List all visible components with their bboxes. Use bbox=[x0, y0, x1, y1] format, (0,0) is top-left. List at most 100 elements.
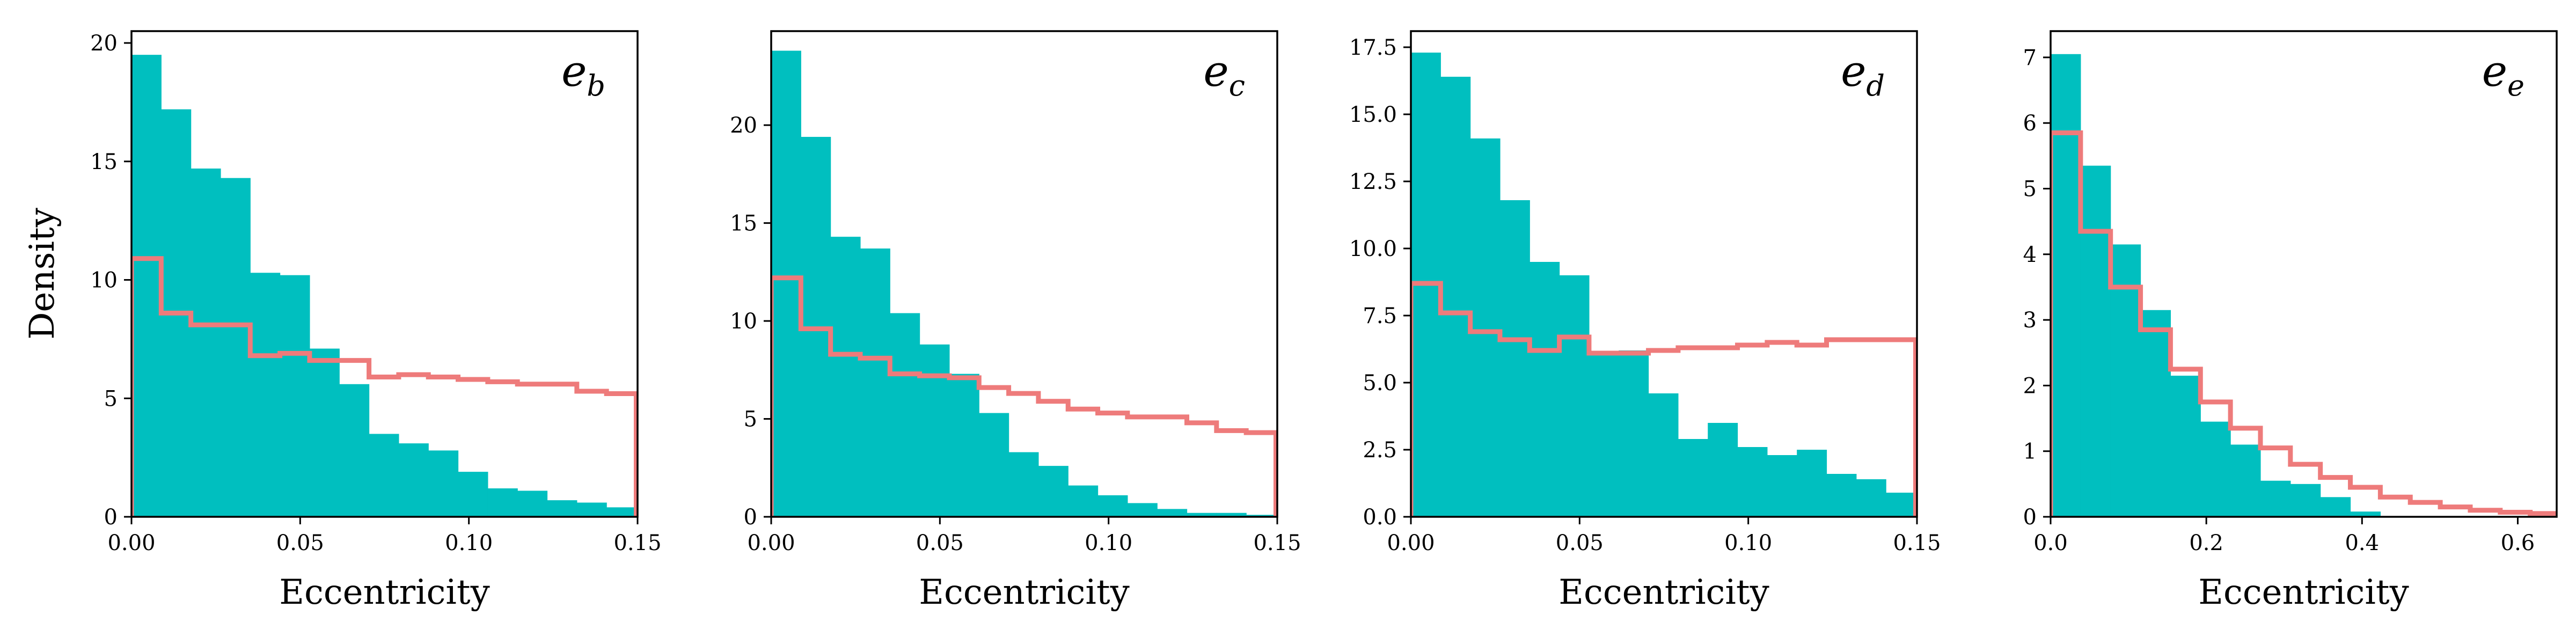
x-tick-label: 0.00 bbox=[1387, 531, 1435, 555]
panel-eccentricity-e: 0.0 0.2 0.4 0.6 0 1 2 3 4 5 6 7 Eccentricity ee bbox=[2023, 30, 2558, 612]
axes-frame bbox=[130, 30, 639, 518]
y-tick-label: 17.5 bbox=[1349, 35, 1397, 60]
y-tick-label: 5.0 bbox=[1363, 371, 1397, 396]
y-tick-label: 10 bbox=[730, 309, 757, 334]
histogram-bar bbox=[2290, 484, 2321, 517]
histogram-bar bbox=[576, 502, 607, 517]
y-tick-label: 5 bbox=[104, 386, 118, 411]
histogram-bar bbox=[2140, 310, 2171, 517]
x-tick-label: 0.6 bbox=[2501, 531, 2535, 555]
histogram-bar bbox=[398, 443, 429, 517]
axes-frame bbox=[770, 30, 1278, 518]
y-tick-label: 3 bbox=[2023, 308, 2037, 333]
histogram-bar bbox=[1440, 77, 1471, 517]
y-tick-label: 5 bbox=[744, 407, 757, 432]
histogram-bar bbox=[606, 507, 637, 517]
histogram-bar bbox=[1678, 439, 1708, 517]
plot-area bbox=[771, 50, 1277, 517]
step-histogram-line bbox=[1411, 281, 1917, 517]
histogram-bar bbox=[1068, 485, 1099, 517]
y-tick-label: 0 bbox=[104, 505, 118, 530]
histogram-bar bbox=[1097, 495, 1128, 517]
panel-title-subscript: e bbox=[2507, 69, 2524, 103]
histogram-bar bbox=[1499, 200, 1530, 517]
x-axis-label: Eccentricity bbox=[279, 573, 489, 612]
histogram-bar bbox=[1648, 393, 1679, 517]
histogram-bar bbox=[1708, 423, 1738, 517]
y-tick-label: 15.0 bbox=[1349, 103, 1397, 127]
histogram-bar bbox=[890, 313, 920, 517]
y-tick-label: 6 bbox=[2023, 111, 2037, 136]
panel-title-subscript: c bbox=[1229, 69, 1245, 103]
panel-eccentricity-d: 0.00 0.05 0.10 0.15 0.0 2.5 5.0 7.5 10.0 12.5 15.0… bbox=[1349, 30, 1941, 612]
histogram-bar bbox=[1856, 479, 1886, 517]
histogram-bar bbox=[2260, 480, 2291, 517]
histogram-bar bbox=[1826, 474, 1857, 517]
histogram-bar bbox=[487, 488, 518, 517]
y-axis-label: Density bbox=[23, 208, 62, 340]
panel-title: ee bbox=[2482, 46, 2524, 103]
x-axis-label: Eccentricity bbox=[1558, 573, 1769, 612]
histogram-bar bbox=[1529, 262, 1560, 517]
histogram-bar bbox=[131, 55, 162, 517]
panel-title-main: e bbox=[561, 46, 587, 96]
x-tick-label: 0.05 bbox=[276, 531, 324, 555]
y-tick-label: 0.0 bbox=[1363, 505, 1397, 530]
panel-title-main: e bbox=[1841, 46, 1866, 96]
histogram-bar bbox=[2320, 497, 2351, 517]
y-tick-label: 20 bbox=[90, 31, 118, 56]
histogram-bar bbox=[191, 169, 221, 517]
step-histogram-line bbox=[131, 256, 638, 517]
histogram-bar bbox=[280, 275, 310, 517]
y-tick-label: 0 bbox=[2023, 505, 2037, 530]
histogram-bar bbox=[1619, 350, 1649, 517]
y-tick-label: 2 bbox=[2023, 374, 2037, 398]
x-tick-label: 0.10 bbox=[1085, 531, 1132, 555]
panel-eccentricity-b: 0.00 0.05 0.10 0.15 0 5 10 15 20 Eccentricity eb bbox=[90, 30, 662, 612]
x-tick-label: 0.05 bbox=[916, 531, 964, 555]
histogram-bar bbox=[250, 273, 281, 517]
y-tick-label: 2.5 bbox=[1363, 438, 1397, 463]
histogram-bar bbox=[2051, 54, 2081, 517]
histogram-bar bbox=[458, 472, 488, 517]
histogram-bar bbox=[979, 413, 1009, 517]
step-histogram-line bbox=[2051, 130, 2557, 517]
histogram-bar bbox=[547, 500, 577, 517]
histogram-bar bbox=[949, 374, 979, 517]
y-tick-label: 7.5 bbox=[1363, 304, 1397, 328]
histogram-bar bbox=[1216, 513, 1247, 517]
x-axis-label: Eccentricity bbox=[2198, 573, 2409, 612]
panel-title: ec bbox=[1203, 46, 1245, 103]
histogram-bar bbox=[1470, 138, 1501, 517]
y-tick-label: 4 bbox=[2023, 243, 2037, 267]
panel-title: ed bbox=[1841, 46, 1885, 103]
y-tick-label: 5 bbox=[2023, 177, 2037, 202]
y-tick-label: 7 bbox=[2023, 46, 2037, 70]
x-tick-label: 0.15 bbox=[1253, 531, 1301, 555]
histogram-bar bbox=[1767, 455, 1797, 517]
histogram-bar bbox=[2350, 511, 2381, 517]
histogram-bar bbox=[1246, 515, 1277, 517]
x-tick-label: 0.10 bbox=[1724, 531, 1772, 555]
y-tick-label: 20 bbox=[730, 113, 757, 138]
histogram-bar bbox=[2230, 444, 2261, 517]
y-tick-label: 1 bbox=[2023, 440, 2037, 464]
plot-area bbox=[2051, 54, 2557, 517]
histogram-bar bbox=[1038, 466, 1069, 517]
x-tick-label: 0.2 bbox=[2189, 531, 2223, 555]
plot-area bbox=[131, 55, 638, 517]
panel-title-subscript: d bbox=[1866, 69, 1885, 103]
histogram-bar bbox=[1127, 503, 1158, 517]
histogram-bar bbox=[830, 237, 861, 517]
x-tick-label: 0.05 bbox=[1556, 531, 1604, 555]
histogram-bar bbox=[1797, 450, 1827, 517]
x-axis-label: Eccentricity bbox=[919, 573, 1129, 612]
plot-area bbox=[1411, 53, 1917, 517]
histogram-bar bbox=[428, 450, 459, 517]
y-tick-label: 15 bbox=[730, 211, 757, 236]
y-tick-label: 15 bbox=[90, 150, 118, 174]
histogram-bar bbox=[369, 434, 399, 517]
x-tick-label: 0.4 bbox=[2345, 531, 2379, 555]
panel-title-subscript: b bbox=[587, 69, 605, 103]
